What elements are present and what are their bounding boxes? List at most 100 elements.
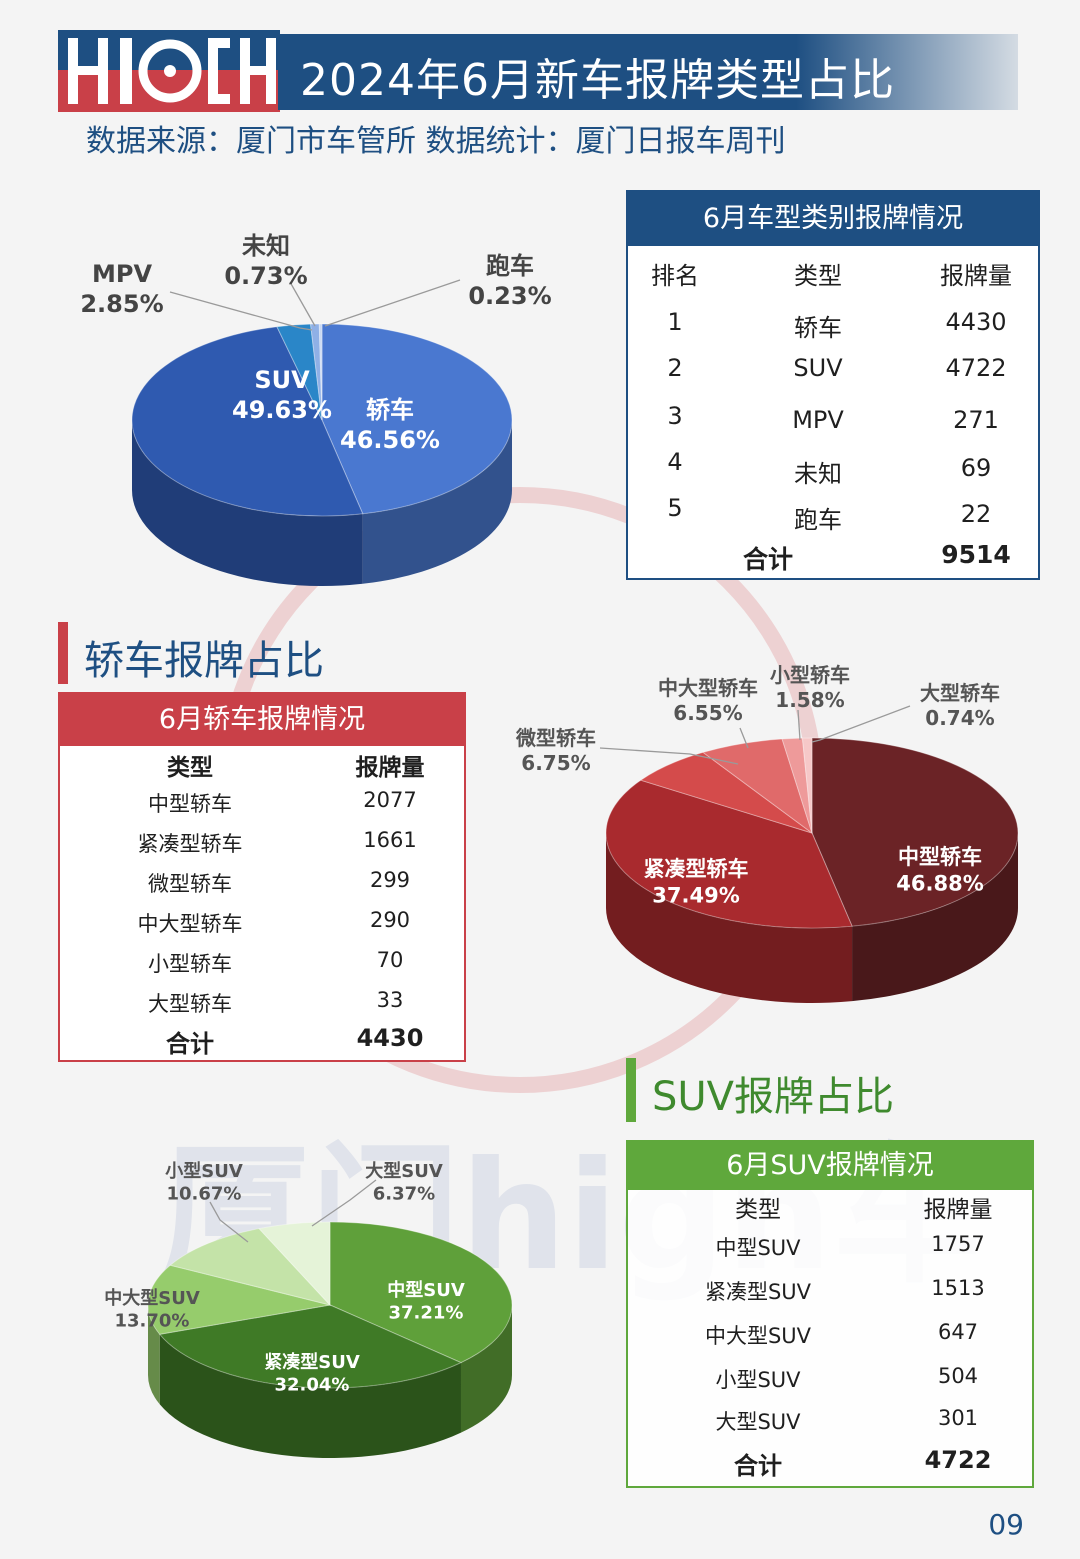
- count-cell: 301: [937, 1406, 979, 1430]
- header-count: 报牌量: [940, 262, 1012, 290]
- suv-table-title: 6月SUV报牌情况: [628, 1142, 1032, 1190]
- type-cell: MPV: [792, 406, 844, 434]
- slice-percent-label: 6.55%: [673, 701, 742, 725]
- slice-percent-label: 0.23%: [468, 282, 551, 310]
- type-cell: 大型SUV: [715, 1410, 801, 1434]
- suv-heading: SUV报牌占比: [652, 1074, 895, 1120]
- pie-side-wall: [606, 833, 853, 1003]
- pie-slice: [158, 1304, 463, 1389]
- slice-label: 中型SUV: [387, 1279, 465, 1301]
- suv-heading-bar: [626, 1058, 636, 1122]
- type-cell: 中大型轿车: [137, 912, 243, 936]
- category-table: 6月车型类别报牌情况 排名 类型 报牌量 1 轿车 4430 2 SUV 472…: [626, 190, 1040, 580]
- slice-label: 小型轿车: [770, 663, 850, 687]
- slice-label: 紧凑型SUV: [264, 1351, 360, 1373]
- slice-percent-label: 46.88%: [896, 871, 983, 895]
- pie-slice: [258, 1221, 331, 1307]
- category-table-title: 6月车型类别报牌情况: [628, 192, 1038, 246]
- total-value: 4430: [356, 1024, 424, 1052]
- count-cell: 271: [953, 406, 999, 434]
- slice-percent-label: 46.56%: [340, 426, 440, 454]
- header-type: 类型: [735, 1197, 781, 1223]
- leader-line: [169, 291, 313, 331]
- type-cell: SUV: [793, 354, 843, 382]
- high-logo: [58, 30, 280, 112]
- pie-slice: [811, 737, 1019, 927]
- total-value: 9514: [941, 540, 1011, 569]
- pie-slice: [605, 779, 853, 929]
- type-cell: 中大型SUV: [704, 1324, 812, 1348]
- count-cell: 1661: [363, 828, 417, 852]
- type-cell: 大型轿车: [148, 992, 232, 1016]
- title-bar: [278, 34, 1018, 110]
- leader-line: [311, 1179, 377, 1227]
- slice-percent-label: 6.75%: [521, 751, 590, 775]
- type-cell: 轿车: [794, 314, 842, 342]
- slice-percent-label: 37.21%: [389, 1303, 464, 1324]
- count-cell: 647: [937, 1320, 979, 1344]
- slice-label: 紧凑型轿车: [644, 857, 749, 881]
- slice-label: SUV: [254, 366, 310, 394]
- header-count: 报牌量: [355, 755, 425, 781]
- pie-side-wall: [132, 420, 363, 586]
- slice-label: 中型轿车: [898, 845, 982, 869]
- slice-label: 小型SUV: [165, 1160, 243, 1182]
- leader-line: [811, 705, 911, 743]
- slice-label: 未知: [242, 232, 290, 260]
- pie-side-wall: [148, 1305, 160, 1405]
- count-cell: 290: [369, 908, 411, 932]
- slice-percent-label: 0.73%: [224, 262, 307, 290]
- rank-cell: 5: [667, 494, 683, 522]
- slice-label: 微型轿车: [515, 726, 596, 750]
- pie-side-wall: [852, 833, 1018, 1002]
- type-cell: 微型轿车: [148, 872, 232, 896]
- slice-label: 跑车: [486, 252, 534, 280]
- type-cell: 小型SUV: [715, 1368, 801, 1392]
- count-cell: 33: [376, 988, 404, 1012]
- sedan-table-title: 6月轿车报牌情况: [60, 694, 464, 746]
- type-cell: 中型SUV: [715, 1236, 801, 1260]
- leader-line: [599, 747, 739, 765]
- total-value: 4722: [924, 1446, 992, 1474]
- slice-label: 中大型SUV: [104, 1287, 200, 1309]
- page-number: 09: [988, 1508, 1024, 1541]
- type-cell: 未知: [794, 460, 842, 488]
- pie-slice: [131, 326, 364, 517]
- header-count: 报牌量: [923, 1197, 993, 1223]
- pie-slice: [801, 737, 813, 834]
- pie-slice: [321, 323, 513, 515]
- type-cell: 紧凑型SUV: [704, 1280, 812, 1304]
- rank-cell: 4: [667, 448, 683, 476]
- total-label: 合计: [742, 545, 793, 574]
- suv-table: 6月SUV报牌情况 类型 报牌量 中型SUV 1757 紧凑型SUV 1513 …: [626, 1140, 1034, 1488]
- pie-side-wall: [460, 1305, 512, 1433]
- header-type: 类型: [167, 755, 213, 781]
- count-cell: 1757: [931, 1232, 985, 1256]
- pie-slice: [781, 737, 813, 834]
- pie-slice: [147, 1264, 331, 1335]
- pie-slice: [318, 323, 323, 421]
- type-cell: 小型轿车: [148, 952, 232, 976]
- count-cell: 4722: [945, 354, 1007, 382]
- count-cell: 4430: [945, 308, 1007, 336]
- type-cell: 中型轿车: [148, 792, 232, 816]
- leader-line: [739, 727, 749, 749]
- sedan-table: 6月轿车报牌情况 类型 报牌量 中型轿车 2077 紧凑型轿车 1661 微型轿…: [58, 692, 466, 1062]
- leader-line: [797, 709, 801, 741]
- pie-slice: [169, 1228, 332, 1306]
- pie-slice: [639, 751, 813, 834]
- header-rank: 排名: [651, 262, 699, 290]
- type-cell: 跑车: [794, 506, 842, 534]
- leader-line: [289, 281, 316, 327]
- pie-slice: [276, 323, 323, 421]
- slice-percent-label: 13.70%: [115, 1311, 190, 1332]
- leader-line: [324, 279, 461, 327]
- slice-percent-label: 0.74%: [925, 706, 994, 730]
- rank-cell: 1: [667, 308, 683, 336]
- slice-label: 大型SUV: [365, 1160, 443, 1182]
- slice-percent-label: 1.58%: [775, 688, 844, 712]
- slice-percent-label: 2.85%: [80, 290, 163, 318]
- total-label: 合计: [166, 1030, 214, 1058]
